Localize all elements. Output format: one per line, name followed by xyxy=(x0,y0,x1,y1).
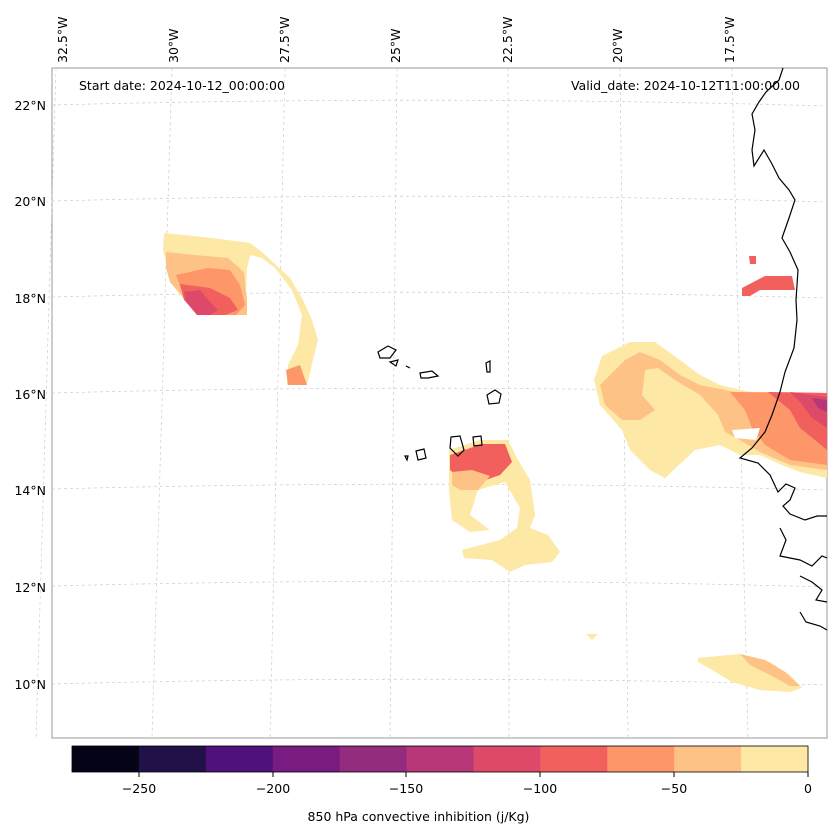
colorbar-tick-label: −250 xyxy=(122,781,156,796)
lon-label: 20°W xyxy=(610,28,625,63)
colorbar-segment xyxy=(205,746,274,772)
lat-label: 16°N xyxy=(14,387,46,402)
lat-label: 14°N xyxy=(14,483,46,498)
colorbar-segment xyxy=(741,746,809,772)
colorbar-tick-label: −150 xyxy=(389,781,423,796)
lon-label: 22.5°W xyxy=(500,17,515,63)
gridlines xyxy=(35,67,828,739)
cin-area-northwest xyxy=(163,233,318,385)
colorbar-tick-label: −50 xyxy=(661,781,687,796)
colorbar-tick-label: −200 xyxy=(256,781,290,796)
colorbar-segment xyxy=(607,746,675,772)
lon-label: 27.5°W xyxy=(277,17,292,63)
cin-area-east xyxy=(594,342,827,478)
lat-label: 18°N xyxy=(14,291,46,306)
start-date-label: Start date: 2024-10-12_00:00:00 xyxy=(79,78,285,93)
colorbar xyxy=(72,746,809,772)
africa-coastline xyxy=(738,67,828,631)
colorbar-ticks: −250 −200 −150 −100 −50 0 xyxy=(122,772,812,796)
colorbar-frame xyxy=(71,745,809,773)
colorbar-segment xyxy=(138,746,207,772)
colorbar-segment xyxy=(406,746,474,772)
colorbar-segment xyxy=(72,746,140,772)
lat-label: 22°N xyxy=(14,98,46,113)
lon-labels: 32.5°W 30°W 27.5°W 25°W 22.5°W 20°W 17.5… xyxy=(55,17,737,63)
lon-label: 17.5°W xyxy=(722,17,737,63)
colorbar-segment xyxy=(339,746,408,772)
cin-area-south xyxy=(586,634,802,692)
lat-label: 12°N xyxy=(14,580,46,595)
cin-area-coastal-patches xyxy=(742,256,795,296)
lat-labels: 22°N 20°N 18°N 16°N 14°N 12°N 10°N xyxy=(14,98,46,692)
colorbar-segment xyxy=(272,746,341,772)
lon-label: 25°W xyxy=(388,28,403,63)
colorbar-tick-label: −100 xyxy=(523,781,557,796)
colorbar-segment xyxy=(674,746,742,772)
colorbar-segment xyxy=(540,746,608,772)
valid-date-label: Valid_date: 2024-10-12T11:00:00.00 xyxy=(570,78,800,93)
colorbar-tick-label: 0 xyxy=(804,781,812,796)
cin-area-central xyxy=(449,440,560,572)
lon-label: 32.5°W xyxy=(55,17,70,63)
lat-label: 10°N xyxy=(14,677,46,692)
lat-label: 20°N xyxy=(14,194,46,209)
colorbar-title: 850 hPa convective inhibition (j/Kg) xyxy=(307,809,530,824)
colorbar-segment xyxy=(473,746,541,772)
lon-label: 30°W xyxy=(166,28,181,63)
cape-verde-islands xyxy=(377,345,502,462)
